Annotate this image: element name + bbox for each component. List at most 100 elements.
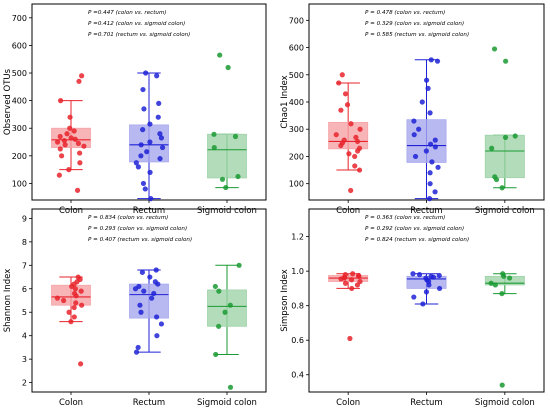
data-point (159, 144, 166, 151)
y-tick-label: 200 (12, 152, 27, 161)
data-point (211, 131, 217, 137)
data-point (219, 176, 226, 182)
data-point (420, 301, 426, 307)
y-tick-label: 7 (22, 261, 27, 270)
y-tick-label: 500 (12, 69, 27, 78)
y-tick-label: 1.2 (291, 233, 304, 242)
data-point (236, 262, 242, 268)
data-point (356, 145, 363, 151)
y-tick-label: 0.6 (291, 336, 304, 345)
data-point (488, 280, 494, 286)
x-tick-label: Colon (59, 398, 83, 408)
p-value-annotation: P = 0.834 (colon vs. rectum) (88, 215, 168, 221)
p-value-annotation: P = 0.585 (rectum vs. sigmoid colon) (365, 32, 469, 38)
y-tick-label: 8 (22, 238, 27, 247)
y-tick-label: 100 (289, 180, 304, 189)
data-point (76, 78, 82, 84)
data-point (147, 139, 153, 145)
p-value-annotation: P = 0.407 (rectum vs. sigmoid colon) (88, 237, 192, 243)
p-value-annotation: P = 0.824 (rectum vs. sigmoid colon) (365, 237, 469, 243)
data-point (64, 131, 70, 137)
p-value-annotation: P = 0.478 (colon vs. rectum) (365, 10, 445, 16)
data-point (141, 106, 147, 112)
data-point (57, 98, 64, 104)
data-point (216, 323, 222, 329)
y-tick-label: 400 (289, 98, 304, 107)
data-point (436, 285, 443, 292)
data-point (156, 100, 162, 106)
box-sigmoid (484, 271, 525, 388)
box-sigmoid (207, 262, 247, 390)
data-point (357, 278, 363, 285)
data-point (333, 132, 339, 138)
box-colon (328, 271, 369, 342)
data-point (352, 153, 358, 160)
p-value-annotation: P =0.447 (colon vs. rectum) (88, 10, 167, 16)
data-point (151, 290, 157, 297)
data-point (77, 150, 83, 156)
y-tick-label: 6 (22, 285, 27, 294)
data-point (350, 271, 356, 277)
y-axis-label: Chao1 Index (280, 75, 290, 128)
iqr-box (484, 134, 525, 179)
data-point (354, 138, 361, 145)
data-point (411, 118, 417, 124)
x-tick-label: Rectum (410, 398, 442, 408)
x-tick-label: Rectum (410, 206, 442, 216)
data-point (436, 272, 442, 279)
data-point (133, 349, 140, 355)
y-tick-label: 300 (289, 125, 304, 134)
y-tick-label: 5 (22, 308, 27, 317)
data-point (67, 125, 73, 131)
data-point (500, 271, 506, 277)
data-point (489, 145, 495, 151)
data-point (503, 58, 509, 64)
data-point (154, 333, 160, 339)
data-point (75, 274, 81, 280)
x-tick-label: Sigmoid colon (197, 398, 257, 408)
y-tick-label: 400 (12, 97, 27, 106)
data-point (428, 273, 434, 279)
data-point (492, 282, 498, 288)
data-point (356, 167, 363, 173)
p-value-annotation: P = 0.329 (colon vs. sigmoid colon) (365, 21, 464, 27)
y-tick-label: 600 (289, 44, 304, 53)
data-point (71, 128, 77, 134)
box-rectum (129, 70, 169, 202)
y-tick-label: 700 (12, 14, 27, 23)
data-point (232, 133, 239, 140)
data-point (502, 134, 509, 140)
data-point (348, 121, 354, 127)
data-point (499, 382, 505, 388)
data-point (512, 133, 518, 139)
data-point (227, 302, 233, 308)
data-point (138, 142, 144, 148)
data-point (419, 99, 425, 105)
data-point (336, 80, 342, 86)
data-point (492, 174, 498, 180)
data-point (352, 163, 358, 169)
panel-observed_otus: 100 200 300 400 500 600 700 Observed OTUs P =0.4… (3, 3, 267, 216)
data-point (427, 141, 434, 147)
data-point (61, 297, 67, 304)
box-rectum (406, 57, 447, 202)
data-point (136, 283, 142, 290)
data-point (339, 72, 345, 78)
data-point (435, 164, 441, 170)
data-point (212, 283, 218, 290)
box-colon (51, 73, 91, 193)
data-point (57, 146, 63, 152)
y-tick-label: 500 (289, 71, 304, 80)
data-point (356, 272, 362, 279)
data-point (140, 180, 147, 187)
panel-simpson: 0.4 0.6 0.8 1.0 1.2 Simpson Index P = 0.363 (c… (280, 208, 545, 408)
data-point (423, 275, 429, 281)
p-value-annotation: P = 0.292 (colon vs. sigmoid colon) (365, 226, 464, 232)
data-point (225, 64, 231, 71)
box-colon (328, 72, 369, 194)
data-point (135, 344, 141, 351)
data-point (158, 135, 165, 141)
data-point (412, 153, 419, 160)
data-point (342, 91, 349, 97)
data-point (74, 187, 81, 193)
